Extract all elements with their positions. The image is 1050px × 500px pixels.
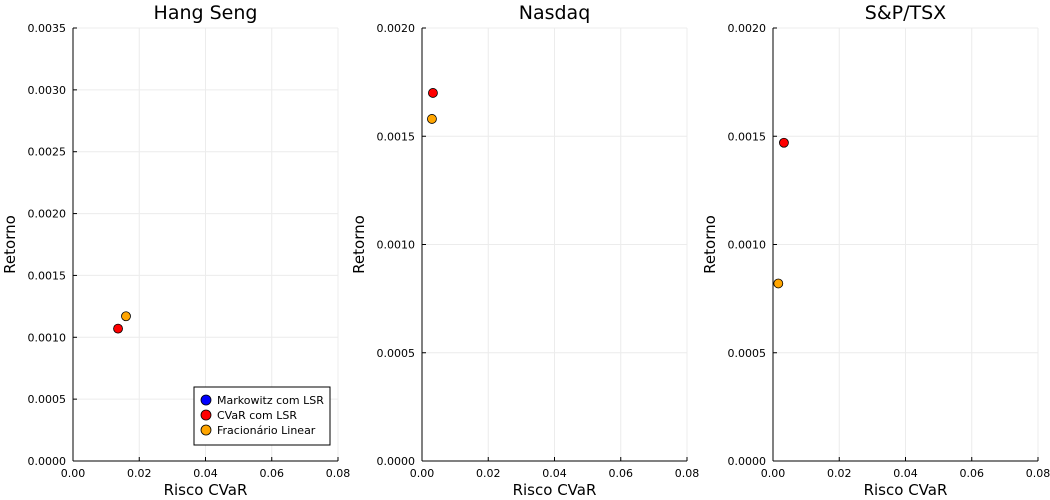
y-tick-label: 0.0015 [377,130,416,143]
x-tick-label: 0.06 [609,467,634,480]
x-tick-label: 0.00 [761,467,786,480]
legend-marker [200,424,212,436]
x-tick-label: 0.00 [410,467,435,480]
y-tick-label: 0.0000 [377,455,416,468]
subplot-2: 0.00 0.02 0.04 0.06 0.08 0.0000 0.0005 0.0010 0.… [350,2,699,499]
legend-marker [200,409,212,421]
y-tick-label: 0.0005 [377,347,416,360]
y-tick-label: 0.0010 [377,239,416,252]
x-axis-label: Risco CVaR [164,481,248,499]
x-tick-label: 0.06 [960,467,985,480]
y-axis-label: Retorno [350,215,368,274]
y-tick-label: 0.0005 [28,393,67,406]
y-tick-label: 0.0010 [728,239,767,252]
x-tick-label: 0.00 [61,467,86,480]
y-tick-label: 0.0005 [728,347,767,360]
subplot-title: Nasdaq [519,2,591,24]
y-tick-label: 0.0020 [377,22,416,35]
y-tick-label: 0.0025 [28,146,67,159]
x-tick-label: 0.04 [542,467,567,480]
y-axis-label: Retorno [1,215,19,274]
subplot-3: 0.00 0.02 0.04 0.06 0.08 0.0000 0.0005 0.0010 0.… [701,2,1050,499]
y-tick-label: 0.0035 [28,22,67,35]
y-tick-label: 0.0010 [28,331,67,344]
x-tick-label: 0.08 [326,467,351,480]
data-point-cvar-com-lsr [428,88,438,98]
x-tick-label: 0.04 [193,467,218,480]
y-tick-label: 0.0020 [28,208,67,221]
x-tick-label: 0.02 [476,467,501,480]
x-tick-label: 0.04 [893,467,918,480]
legend-label: CVaR com LSR [217,409,297,422]
x-tick-label: 0.08 [1026,467,1050,480]
data-point-cvar-com-lsr [113,323,123,334]
y-tick-label: 0.0030 [28,84,67,97]
x-tick-label: 0.08 [675,467,700,480]
subplot-1: 0.00 0.02 0.04 0.06 0.08 0.0000 0.0005 0.0010 0.… [1,2,350,499]
x-axis-label: Risco CVaR [513,481,597,499]
data-point-fracion-rio-linear [773,278,784,289]
legend-box [193,386,331,446]
x-tick-label: 0.02 [127,467,152,480]
data-point-cvar-com-lsr [779,137,789,148]
x-tick-label: 0.06 [260,467,285,480]
x-axis-label: Risco CVaR [864,481,948,499]
data-point-fracion-rio-linear [121,311,131,322]
data-point-fracion-rio-linear [427,114,437,124]
x-tick-label: 0.02 [827,467,852,480]
y-axis-label: Retorno [701,215,719,274]
y-tick-label: 0.0000 [728,455,767,468]
y-tick-label: 0.0020 [728,22,767,35]
y-tick-label: 0.0000 [28,455,67,468]
legend-label: Fracionário Linear [217,424,316,437]
y-tick-label: 0.0015 [28,269,67,282]
subplot-title: S&P/TSX [865,2,946,24]
y-tick-label: 0.0015 [728,130,767,143]
legend-marker [200,394,212,406]
legend: Markowitz com LSR CVaR com LSR Fracionário… [193,386,331,446]
subplot-title: Hang Seng [154,2,258,24]
legend-label: Markowitz com LSR [217,394,324,407]
